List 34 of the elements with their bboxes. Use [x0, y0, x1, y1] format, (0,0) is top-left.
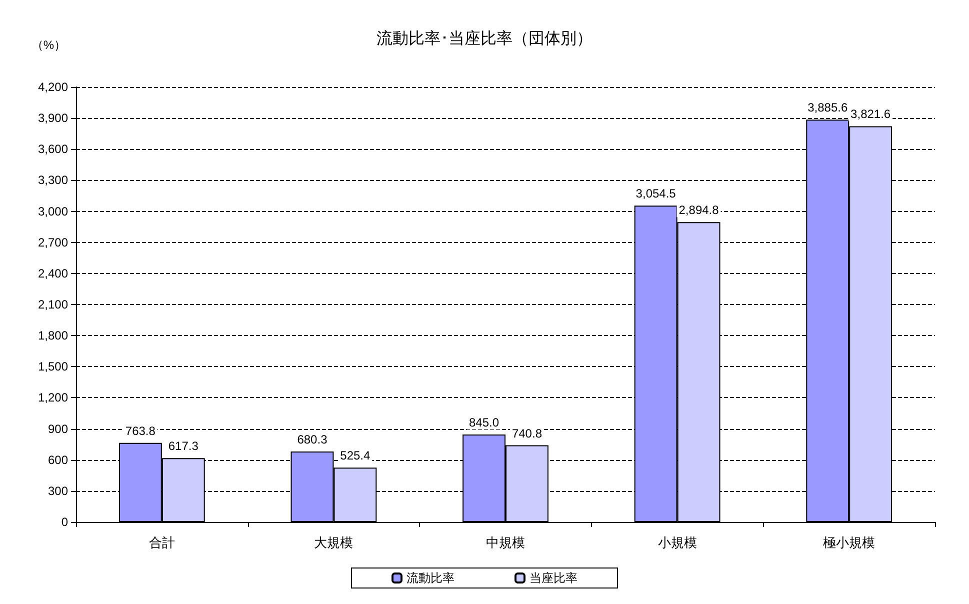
data-label: 740.8 — [512, 426, 542, 440]
y-axis-title: （%） — [31, 38, 66, 52]
y-tick-label: 3,300 — [38, 173, 68, 188]
data-label: 3,885.6 — [808, 100, 848, 115]
legend-label: 当座比率 — [530, 571, 578, 585]
data-label: 3,821.6 — [850, 107, 891, 122]
y-tick-label: 4,200 — [38, 80, 68, 94]
data-label: 617.3 — [168, 439, 199, 454]
y-tick-label: 3,000 — [38, 204, 68, 218]
chart-title: 流動比率･当座比率（団体別） — [376, 30, 592, 48]
data-label: 3,054.5 — [636, 186, 676, 201]
x-tick-label: 合計 — [148, 535, 175, 550]
y-tick-label: 1,200 — [38, 390, 68, 405]
y-tick-label: 2,400 — [38, 266, 68, 280]
y-tick-label: 1,800 — [38, 328, 68, 343]
y-tick-label: 300 — [48, 484, 68, 498]
x-tick-label: 小規模 — [658, 535, 697, 550]
data-label: 680.3 — [297, 432, 328, 447]
y-tick-label: 600 — [48, 452, 68, 467]
data-label: 763.8 — [125, 424, 156, 438]
data-label: 525.4 — [340, 448, 371, 463]
x-tick-label: 中規模 — [486, 535, 525, 550]
data-label: 845.0 — [469, 415, 500, 430]
x-tick-label: 大規模 — [314, 535, 354, 550]
legend-label: 流動比率 — [406, 571, 454, 585]
y-tick-label: 900 — [48, 422, 68, 436]
y-tick-label: 1,500 — [38, 360, 68, 374]
y-tick-label: 3,600 — [38, 142, 68, 156]
y-tick-label: 2,700 — [38, 235, 68, 250]
x-tick-label: 極小規模 — [823, 535, 876, 550]
y-tick-label: 0 — [61, 515, 68, 529]
y-tick-label: 3,900 — [38, 111, 68, 126]
data-label: 2,894.8 — [678, 203, 720, 218]
y-tick-label: 2,100 — [38, 298, 68, 312]
